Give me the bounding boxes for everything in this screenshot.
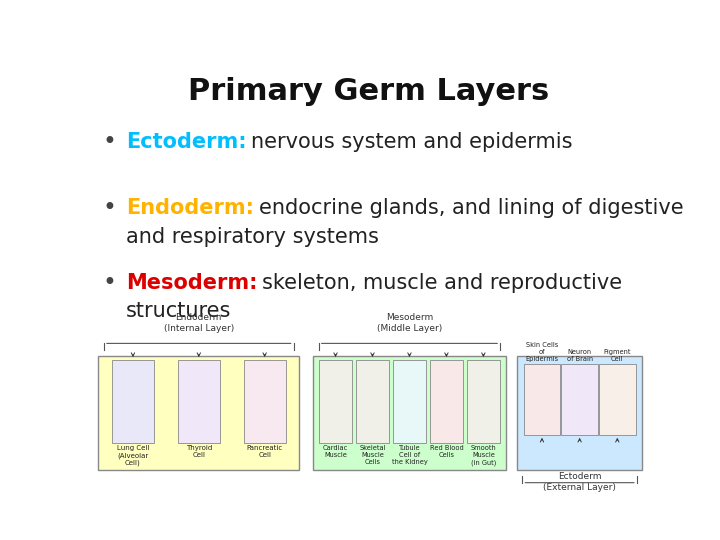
FancyBboxPatch shape (244, 360, 286, 443)
Text: Neuron
of Brain: Neuron of Brain (567, 349, 593, 362)
Text: Pancreatic
Cell: Pancreatic Cell (246, 446, 283, 458)
Text: Mesoderm:: Mesoderm: (126, 273, 258, 293)
Text: and respiratory systems: and respiratory systems (126, 226, 379, 247)
FancyBboxPatch shape (356, 360, 389, 443)
Text: Skeletal
Muscle
Cells: Skeletal Muscle Cells (359, 446, 386, 465)
Text: nervous system and epidermis: nervous system and epidermis (251, 132, 573, 152)
FancyBboxPatch shape (599, 364, 636, 435)
Text: Cardiac
Muscle: Cardiac Muscle (323, 446, 348, 458)
FancyBboxPatch shape (393, 360, 426, 443)
Text: •: • (102, 271, 117, 295)
FancyBboxPatch shape (431, 360, 463, 443)
FancyBboxPatch shape (320, 360, 351, 443)
FancyBboxPatch shape (178, 360, 220, 443)
Text: Mesoderm
(Middle Layer): Mesoderm (Middle Layer) (377, 313, 442, 333)
FancyBboxPatch shape (313, 356, 505, 470)
Text: Smooth
Muscle
(in Gut): Smooth Muscle (in Gut) (470, 446, 496, 466)
Text: •: • (102, 130, 117, 154)
FancyBboxPatch shape (99, 356, 300, 470)
Text: Red Blood
Cells: Red Blood Cells (430, 446, 463, 458)
Text: Lung Cell
(Alveolar
Cell): Lung Cell (Alveolar Cell) (117, 446, 149, 466)
Text: endocrine glands, and lining of digestive: endocrine glands, and lining of digestiv… (258, 198, 683, 218)
Text: Pigment
Cell: Pigment Cell (603, 349, 631, 362)
Text: Tubule
Cell of
the Kidney: Tubule Cell of the Kidney (392, 446, 428, 465)
Text: •: • (102, 196, 117, 220)
Text: skeleton, muscle and reproductive: skeleton, muscle and reproductive (262, 273, 622, 293)
Text: Endoderm:: Endoderm: (126, 198, 254, 218)
Text: Primary Germ Layers: Primary Germ Layers (189, 77, 549, 106)
FancyBboxPatch shape (561, 364, 598, 435)
FancyBboxPatch shape (112, 360, 154, 443)
Text: Ectoderm
(External Layer): Ectoderm (External Layer) (543, 472, 616, 492)
Text: Endoderm
(Internal Layer): Endoderm (Internal Layer) (163, 313, 234, 333)
Text: Thyroid
Cell: Thyroid Cell (186, 446, 212, 458)
Text: Skin Cells
of
Epidermis: Skin Cells of Epidermis (526, 342, 559, 362)
Text: structures: structures (126, 301, 232, 321)
FancyBboxPatch shape (523, 364, 560, 435)
FancyBboxPatch shape (517, 356, 642, 470)
FancyBboxPatch shape (467, 360, 500, 443)
Text: Ectoderm:: Ectoderm: (126, 132, 247, 152)
